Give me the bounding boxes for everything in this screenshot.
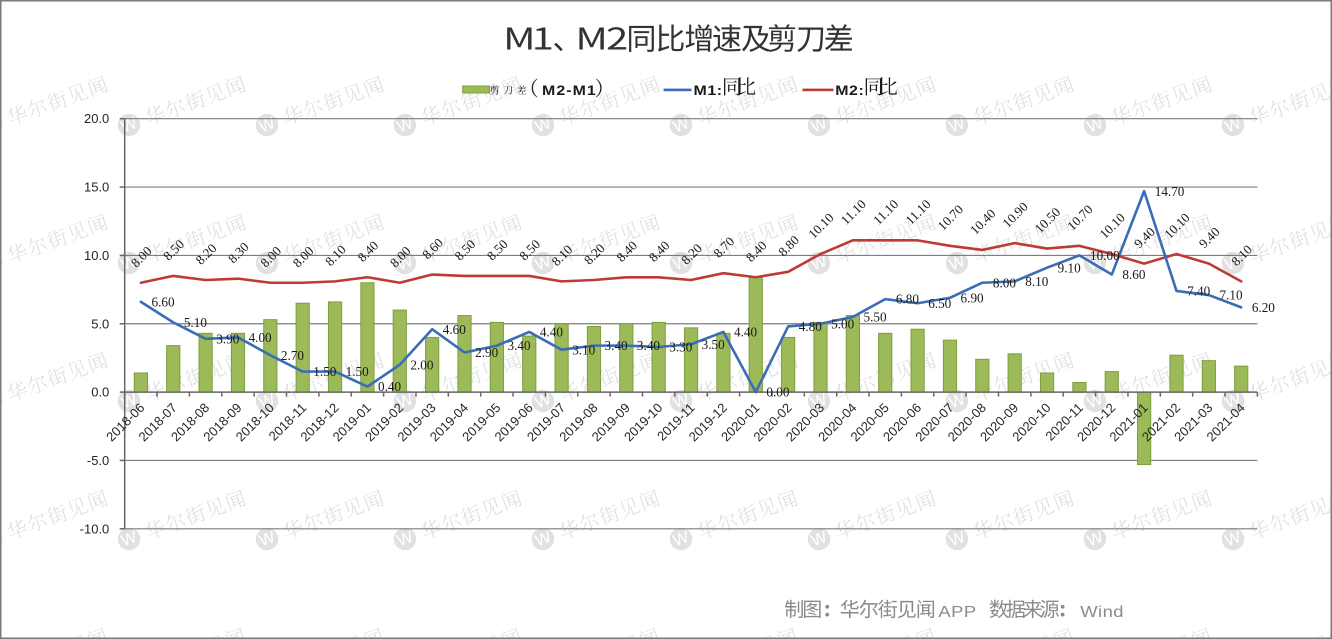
svg-text:0.00: 0.00 [766, 385, 789, 400]
svg-text:M2-M1: M2-M1 [542, 84, 597, 99]
svg-text:6.20: 6.20 [1252, 300, 1275, 315]
svg-text:3.90: 3.90 [216, 331, 239, 346]
svg-text:6.90: 6.90 [961, 290, 984, 305]
svg-text:M1:: M1: [694, 84, 723, 99]
svg-text:APP: APP [938, 602, 976, 621]
svg-text:4.60: 4.60 [443, 322, 466, 337]
svg-text:4.40: 4.40 [540, 325, 563, 340]
svg-text:0.40: 0.40 [378, 379, 401, 394]
svg-text:4.40: 4.40 [734, 325, 757, 340]
svg-text:3.10: 3.10 [572, 342, 595, 357]
svg-text:-10.0: -10.0 [80, 521, 110, 536]
svg-text:6.50: 6.50 [928, 296, 951, 311]
svg-text:8.00: 8.00 [993, 275, 1016, 290]
svg-text:4.80: 4.80 [799, 319, 822, 334]
svg-text:0.0: 0.0 [91, 385, 109, 400]
svg-text:Wind: Wind [1080, 602, 1124, 621]
svg-text:3.30: 3.30 [669, 340, 692, 355]
svg-text:10.00: 10.00 [1090, 248, 1120, 263]
svg-text:10.0: 10.0 [84, 248, 109, 263]
svg-text:2.00: 2.00 [410, 357, 433, 372]
svg-text:9.10: 9.10 [1058, 260, 1081, 275]
svg-text:2.90: 2.90 [475, 345, 498, 360]
svg-text:5.10: 5.10 [184, 315, 207, 330]
svg-text:14.70: 14.70 [1155, 184, 1185, 199]
svg-text:6.80: 6.80 [896, 292, 919, 307]
svg-text:M2:: M2: [835, 84, 864, 99]
svg-text:7.40: 7.40 [1187, 284, 1210, 299]
svg-text:3.40: 3.40 [507, 338, 530, 353]
svg-text:5.50: 5.50 [863, 310, 886, 325]
svg-text:3.40: 3.40 [605, 338, 628, 353]
svg-text:5.00: 5.00 [831, 316, 854, 331]
svg-text:1.50: 1.50 [346, 364, 369, 379]
svg-text:3.50: 3.50 [702, 337, 725, 352]
svg-text:15.0: 15.0 [84, 180, 109, 195]
svg-text:4.00: 4.00 [249, 330, 272, 345]
svg-text:8.10: 8.10 [1025, 274, 1048, 289]
svg-text:5.0: 5.0 [91, 316, 109, 331]
svg-text:1.50: 1.50 [313, 364, 336, 379]
svg-text:7.10: 7.10 [1219, 288, 1242, 303]
svg-text:3.40: 3.40 [637, 338, 660, 353]
svg-text:8.60: 8.60 [1122, 267, 1145, 282]
svg-text:2.70: 2.70 [281, 348, 304, 363]
svg-text:-5.0: -5.0 [87, 453, 109, 468]
svg-text:6.60: 6.60 [151, 294, 174, 309]
svg-text:20.0: 20.0 [84, 111, 109, 126]
